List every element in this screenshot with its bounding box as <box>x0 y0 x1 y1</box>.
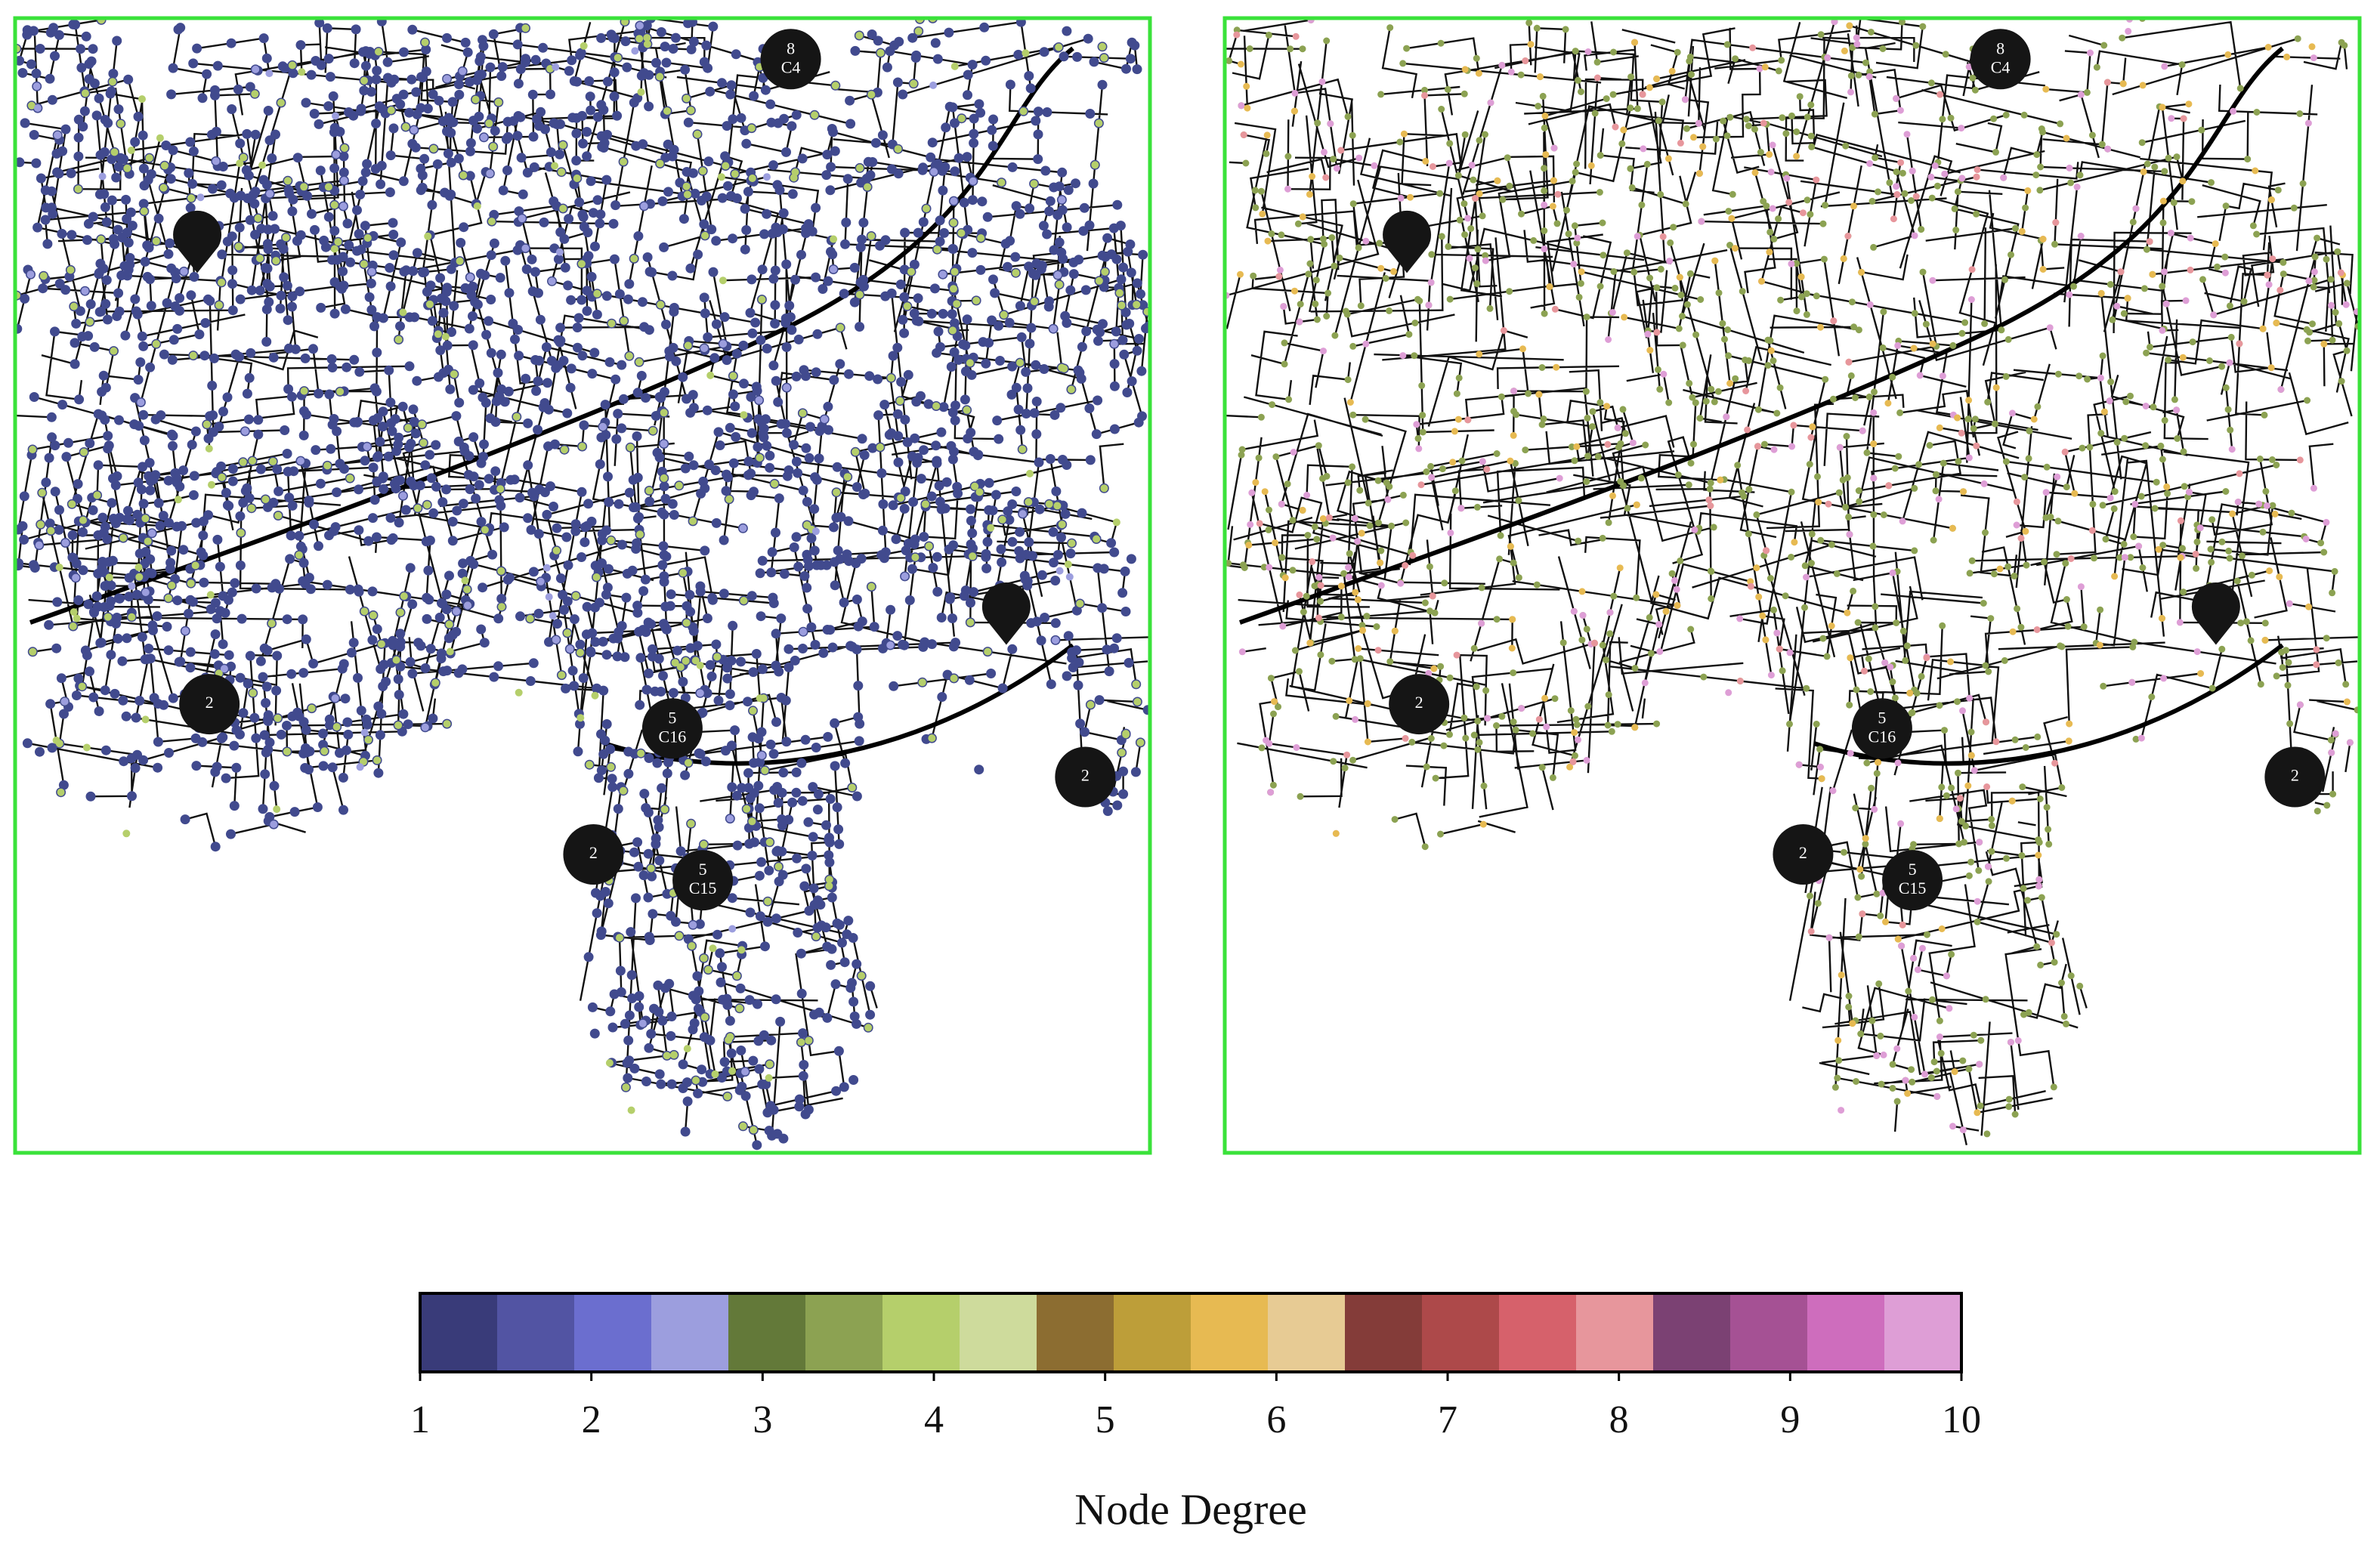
colorbar-segment <box>1884 1293 1962 1372</box>
cluster-circle <box>1055 746 1116 808</box>
colorbar-segment <box>1114 1293 1192 1372</box>
cluster-label: C4 <box>1991 57 2011 76</box>
colorbar-tick-label: 6 <box>1266 1398 1286 1441</box>
colorbar-tick-label: 5 <box>1096 1398 1115 1441</box>
cluster-count: 2 <box>1081 766 1090 785</box>
colorbar-tick-label: 3 <box>753 1398 772 1441</box>
colorbar-segment <box>420 1293 498 1372</box>
pin-marker <box>1383 210 1432 273</box>
panel-border <box>13 16 1152 1155</box>
streets <box>15 18 1150 1145</box>
cluster-circle <box>641 698 703 759</box>
colorbar-frame <box>419 1292 1963 1373</box>
colorbar-label: Node Degree <box>1074 1484 1307 1534</box>
cluster-circle <box>1970 29 2031 90</box>
cluster-label: C15 <box>1899 879 1927 897</box>
colorbar-tick-label: 2 <box>582 1398 601 1441</box>
colorbar-segment <box>497 1293 575 1372</box>
colorbar-segment <box>1499 1293 1577 1372</box>
cluster-marker: 2 <box>179 674 240 735</box>
map <box>1225 18 2360 1145</box>
cluster-label: C15 <box>689 879 717 897</box>
colorbar-segment <box>1576 1293 1654 1372</box>
colorbar-segment <box>1191 1293 1269 1372</box>
cluster-circle <box>1389 674 1450 735</box>
panel-border <box>1222 16 2362 1155</box>
cluster-count: 8 <box>787 39 795 57</box>
cluster-count: 5 <box>668 708 676 727</box>
colorbar-segment <box>1037 1293 1114 1372</box>
cluster-circle <box>760 29 821 90</box>
colorbar-segment <box>882 1293 960 1372</box>
colorbar-segment <box>1807 1293 1885 1372</box>
cluster-circle <box>1851 698 1912 759</box>
cluster-circle <box>563 823 624 885</box>
colorbar-segment <box>728 1293 806 1372</box>
cluster-marker: 2 <box>563 823 624 885</box>
colorbar-tick-label: 1 <box>410 1398 430 1441</box>
colorbar-tick-label: 8 <box>1609 1398 1629 1441</box>
cluster-circle <box>179 674 240 735</box>
cluster-marker: 2 <box>2264 746 2326 808</box>
streets <box>1225 18 2360 1145</box>
cluster-marker: 2 <box>1389 674 1450 735</box>
colorbar-tick-label: 10 <box>1942 1398 1981 1441</box>
map <box>15 18 1150 1151</box>
cluster-count: 2 <box>2291 766 2299 785</box>
pin-marker <box>2191 582 2240 645</box>
colorbar-segment <box>651 1293 729 1372</box>
cluster-label: C4 <box>781 57 801 76</box>
colorbar-segment <box>1422 1293 1500 1372</box>
cluster-count: 2 <box>1415 693 1423 712</box>
cluster-circle <box>672 850 734 911</box>
colorbar-segment <box>1268 1293 1346 1372</box>
colorbar-tick-label: 7 <box>1438 1398 1457 1441</box>
nodes <box>1237 22 2351 1117</box>
cluster-marker: 8C4 <box>1970 29 2031 90</box>
cluster-count: 5 <box>699 860 707 879</box>
colorbar-segment <box>1730 1293 1808 1372</box>
colorbar-segment <box>1345 1293 1423 1372</box>
cluster-count: 2 <box>589 843 598 862</box>
cluster-label: C16 <box>1868 727 1896 746</box>
cluster-count: 2 <box>206 693 214 712</box>
colorbar-tick-label: 9 <box>1780 1398 1800 1441</box>
pin-marker <box>173 210 222 273</box>
cluster-circle <box>2264 746 2326 808</box>
nodes <box>15 18 1150 1134</box>
nodes <box>1225 18 2360 1134</box>
cluster-marker: 2 <box>1055 746 1116 808</box>
colorbar-segment <box>1653 1293 1731 1372</box>
pin-marker <box>981 582 1031 645</box>
colorbar-segment <box>574 1293 652 1372</box>
cluster-marker: 8C4 <box>760 29 821 90</box>
cluster-circle <box>1882 850 1943 911</box>
nodes <box>1225 18 2360 1138</box>
cluster-label: C16 <box>659 727 687 746</box>
cluster-count: 8 <box>1996 39 2004 57</box>
cluster-count: 2 <box>1799 843 1807 862</box>
cluster-marker: 2 <box>1773 823 1834 885</box>
nodes <box>1233 31 2344 947</box>
railway <box>1238 46 2284 766</box>
nodes <box>15 18 1150 1151</box>
colorbar-segment <box>805 1293 883 1372</box>
colorbar-segment <box>960 1293 1037 1372</box>
colorbar-tick-label: 4 <box>924 1398 944 1441</box>
cluster-count: 5 <box>1878 708 1886 727</box>
cluster-count: 5 <box>1909 860 1917 879</box>
cluster-circle <box>1773 823 1834 885</box>
